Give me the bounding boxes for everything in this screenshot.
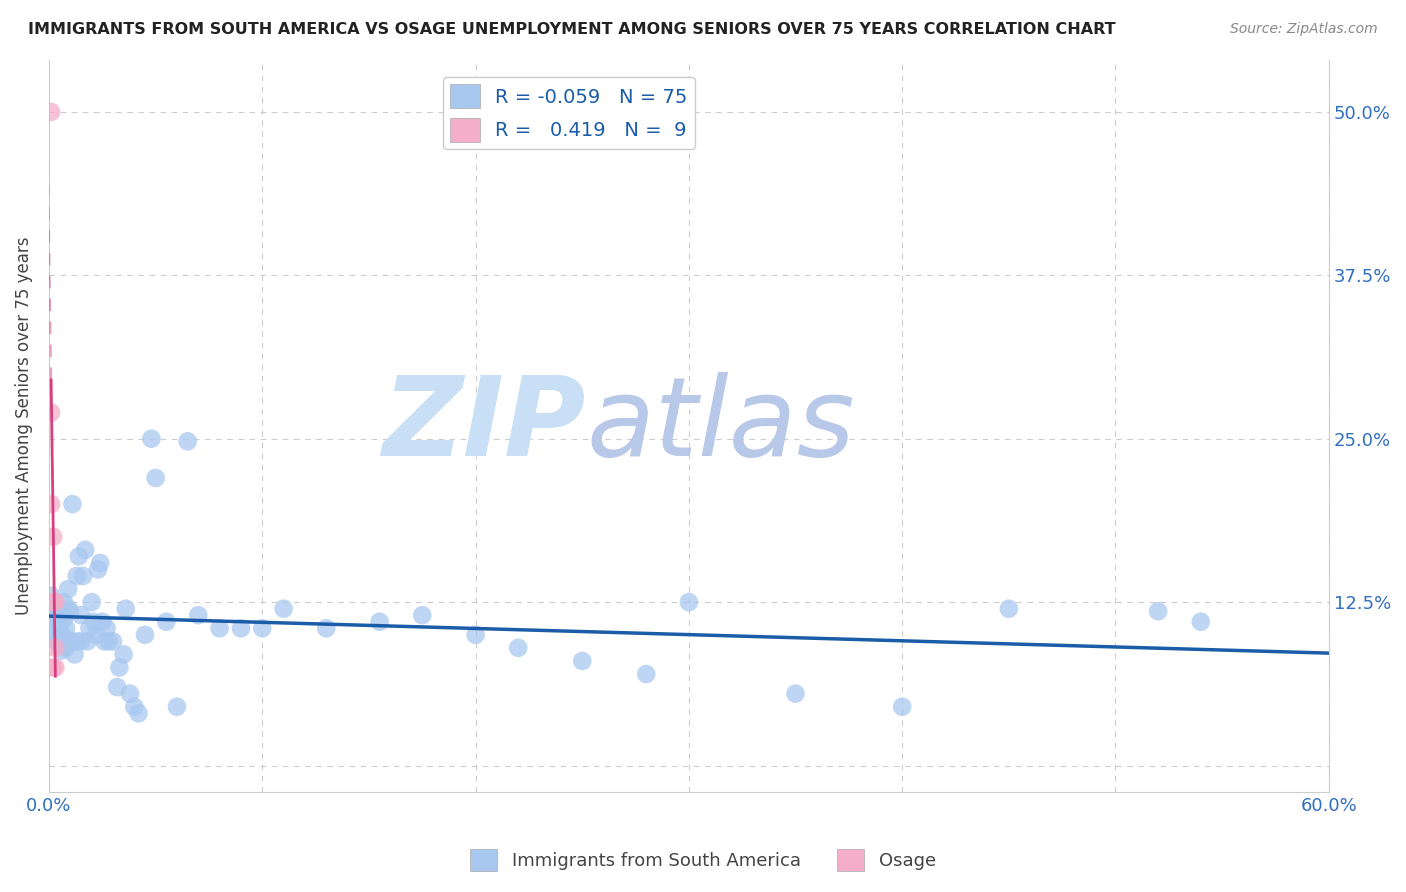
Point [571, 654, 593, 668]
Point [55, 621, 77, 635]
Point [145, 471, 167, 485]
Point [187, 608, 209, 623]
Point [464, 628, 486, 642]
Point [141, 432, 163, 446]
Point [46, 634, 69, 648]
Point [83, 615, 105, 629]
Point [59, 634, 82, 648]
Point [44, 660, 66, 674]
Point [44, 615, 66, 629]
Point [105, 680, 128, 694]
Point [87, 562, 110, 576]
Point [96, 621, 118, 635]
Point [44, 595, 66, 609]
Point [66, 569, 89, 583]
Point [51, 643, 73, 657]
Point [42, 530, 65, 544]
Point [51, 628, 73, 642]
Point [72, 569, 94, 583]
Point [176, 434, 198, 449]
Point [48, 604, 70, 618]
Point [70, 634, 93, 648]
Point [48, 638, 70, 652]
Point [128, 706, 150, 721]
Point [70, 608, 93, 623]
Point [998, 601, 1021, 615]
Point [56, 601, 79, 615]
Point [114, 601, 136, 615]
Point [229, 621, 252, 635]
Point [155, 615, 177, 629]
Point [101, 634, 124, 648]
Y-axis label: Unemployment Among Seniors over 75 years: Unemployment Among Seniors over 75 years [15, 236, 32, 615]
Point [134, 628, 156, 642]
Point [678, 595, 700, 609]
Point [52, 595, 75, 609]
Point [124, 699, 146, 714]
Point [39, 497, 62, 511]
Point [89, 556, 111, 570]
Point [79, 621, 101, 635]
Point [39, 406, 62, 420]
Point [636, 667, 658, 681]
Point [56, 582, 79, 596]
Point [208, 621, 231, 635]
Legend: Immigrants from South America, Osage: Immigrants from South America, Osage [463, 842, 943, 879]
Point [42, 601, 65, 615]
Point [368, 615, 391, 629]
Point [44, 640, 66, 655]
Point [55, 640, 77, 655]
Point [51, 608, 73, 623]
Point [1147, 604, 1170, 618]
Point [62, 497, 84, 511]
Point [166, 699, 188, 714]
Point [93, 634, 115, 648]
Point [97, 634, 120, 648]
Point [91, 615, 114, 629]
Point [891, 699, 914, 714]
Point [52, 612, 75, 626]
Point [67, 549, 90, 564]
Point [63, 648, 86, 662]
Point [411, 608, 433, 623]
Text: IMMIGRANTS FROM SOUTH AMERICA VS OSAGE UNEMPLOYMENT AMONG SENIORS OVER 75 YEARS : IMMIGRANTS FROM SOUTH AMERICA VS OSAGE U… [28, 22, 1116, 37]
Point [84, 628, 107, 642]
Point [273, 601, 295, 615]
Point [39, 104, 62, 119]
Point [48, 617, 70, 632]
Text: Source: ZipAtlas.com: Source: ZipAtlas.com [1230, 22, 1378, 37]
Point [66, 634, 89, 648]
Legend: R = -0.059   N = 75, R =   0.419   N =  9: R = -0.059 N = 75, R = 0.419 N = 9 [443, 77, 696, 149]
Point [112, 648, 135, 662]
Point [1189, 615, 1212, 629]
Text: atlas: atlas [586, 372, 855, 479]
Point [80, 595, 103, 609]
Point [108, 660, 131, 674]
Point [252, 621, 274, 635]
Point [118, 687, 141, 701]
Text: ZIP: ZIP [382, 372, 586, 479]
Point [39, 589, 62, 603]
Point [52, 631, 75, 645]
Point [76, 634, 98, 648]
Point [785, 687, 807, 701]
Point [315, 621, 337, 635]
Point [59, 604, 82, 618]
Point [42, 595, 65, 609]
Point [75, 542, 97, 557]
Point [44, 595, 66, 609]
Point [42, 628, 65, 642]
Point [508, 640, 530, 655]
Point [46, 621, 69, 635]
Point [42, 660, 65, 674]
Point [46, 608, 69, 623]
